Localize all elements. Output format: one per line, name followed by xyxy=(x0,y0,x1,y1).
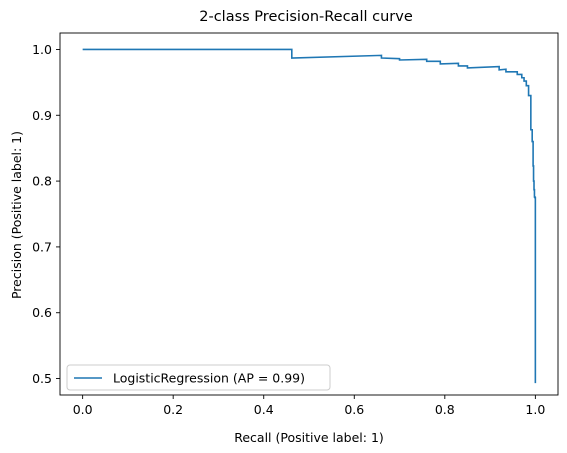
x-tick-label: 0.2 xyxy=(163,402,183,417)
y-tick-label: 0.9 xyxy=(32,108,52,123)
x-tick-label: 0.8 xyxy=(435,402,455,417)
y-tick-label: 0.5 xyxy=(32,371,52,386)
x-tick-label: 0.0 xyxy=(73,402,93,417)
legend-box xyxy=(66,364,331,391)
x-tick-label: 1.0 xyxy=(525,402,545,417)
chart-title: 2-class Precision-Recall curve xyxy=(199,9,413,25)
y-tick-label: 0.6 xyxy=(32,305,52,320)
axes-frame xyxy=(59,32,559,396)
y-tick-label: 1.0 xyxy=(32,42,52,57)
y-tick-label: 0.8 xyxy=(32,174,52,189)
y-tick-label: 0.7 xyxy=(32,239,52,254)
x-tick-label: 0.4 xyxy=(254,402,274,417)
y-axis-label: Precision (Positive label: 1) xyxy=(9,131,24,299)
series-line-0 xyxy=(82,48,537,384)
x-axis-label: Recall (Positive label: 1) xyxy=(234,430,384,445)
legend-label-0: LogisticRegression (AP = 0.99) xyxy=(113,371,305,386)
x-tick-label: 0.6 xyxy=(344,402,364,417)
plot-area: 0.0 0.2 0.4 0.6 0.8 1.0 0.5 0.6 0.7 0.8 0.9 1.0 Logi… xyxy=(32,32,559,417)
